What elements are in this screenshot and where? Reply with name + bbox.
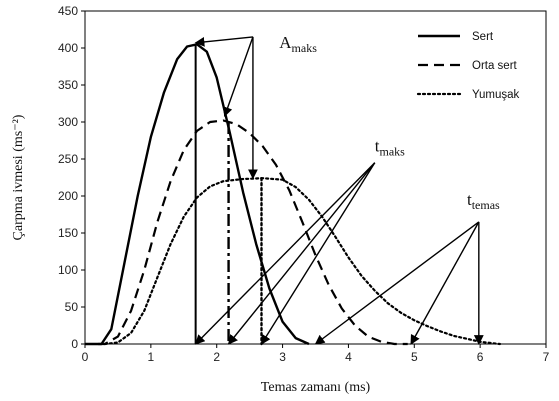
y-tick-label: 450 <box>58 4 78 18</box>
x-tick-label: 6 <box>477 350 484 364</box>
annotation-arrow <box>194 162 376 345</box>
series-layer <box>85 43 501 346</box>
y-tick-label: 350 <box>58 78 78 92</box>
legend-label: Yumuşak <box>472 89 520 101</box>
y-axis-title: Çarpma ivmesi (ms⁻²) <box>11 114 26 240</box>
annotation-arrow <box>227 162 376 345</box>
y-tick-label: 200 <box>58 189 78 203</box>
annotation-arrow <box>260 162 376 345</box>
x-tick-label: 4 <box>345 350 352 364</box>
legend-label: Orta sert <box>472 60 518 72</box>
series-line-yumuşak <box>103 177 501 346</box>
y-tick-label: 100 <box>58 263 78 277</box>
annotation-arrow <box>222 36 254 118</box>
x-tick-label: 0 <box>82 350 89 364</box>
x-tick-label: 1 <box>148 350 155 364</box>
annotation-arrow <box>194 36 254 47</box>
annotation-label: ttemas <box>467 190 500 212</box>
legend: Sert Orta sert Yumuşak <box>416 31 520 101</box>
x-tick-label: 7 <box>543 350 550 364</box>
verticals-layer <box>194 44 263 346</box>
annotation-label: Amaks <box>279 33 317 55</box>
annotation-layer: Amaks tmaks ttemas <box>194 33 500 345</box>
series-line-sert <box>85 43 310 346</box>
y-tick-label: 0 <box>71 337 78 351</box>
legend-label: Sert <box>472 31 494 43</box>
y-tick-label: 250 <box>58 152 78 166</box>
y-tick-label: 50 <box>65 300 79 314</box>
x-axis-title: Temas zamanı (ms) <box>261 380 371 395</box>
y-tick-label: 400 <box>58 41 78 55</box>
x-tick-label: 5 <box>411 350 418 364</box>
annotation-arrow <box>314 221 480 345</box>
x-tick-label: 2 <box>213 350 220 364</box>
annotation-arrow <box>410 221 480 345</box>
x-tick-label: 3 <box>279 350 286 364</box>
y-tick-label: 300 <box>58 115 78 129</box>
annotation-label: tmaks <box>375 137 405 159</box>
y-tick-label: 150 <box>58 226 78 240</box>
axis-ticks: 0 1 2 3 4 5 6 7 0 50 100 150 200 250 300 350 400 450 <box>58 4 550 364</box>
